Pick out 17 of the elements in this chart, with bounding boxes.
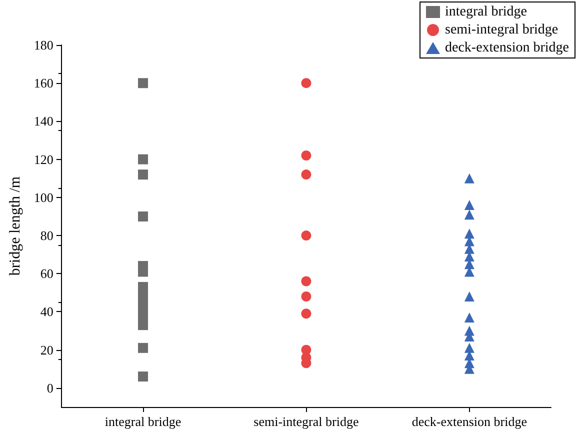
x-tick-label: integral bridge xyxy=(104,414,182,429)
y-tick-label: 140 xyxy=(34,114,54,129)
legend-label: deck-extension bridge xyxy=(444,40,570,56)
y-tick-label: 180 xyxy=(34,38,54,52)
y-tick-label: 120 xyxy=(34,152,54,167)
legend-label: integral bridge xyxy=(444,4,528,20)
legend-label: semi-integral bridge xyxy=(444,22,558,38)
y-tick-label: 20 xyxy=(40,342,54,358)
x-tick-label: deck-extension bridge xyxy=(412,414,528,429)
y-axis-title: bridge length /m xyxy=(8,176,24,276)
x-tick-label: semi-integral bridge xyxy=(254,414,359,429)
y-tick-label: 40 xyxy=(40,304,54,320)
y-tick-label: 80 xyxy=(40,228,54,244)
y-tick-label: 60 xyxy=(40,266,54,282)
y-tick-label: 100 xyxy=(34,190,54,205)
y-tick-label: 0 xyxy=(46,380,54,396)
y-tick-label: 160 xyxy=(34,76,54,91)
